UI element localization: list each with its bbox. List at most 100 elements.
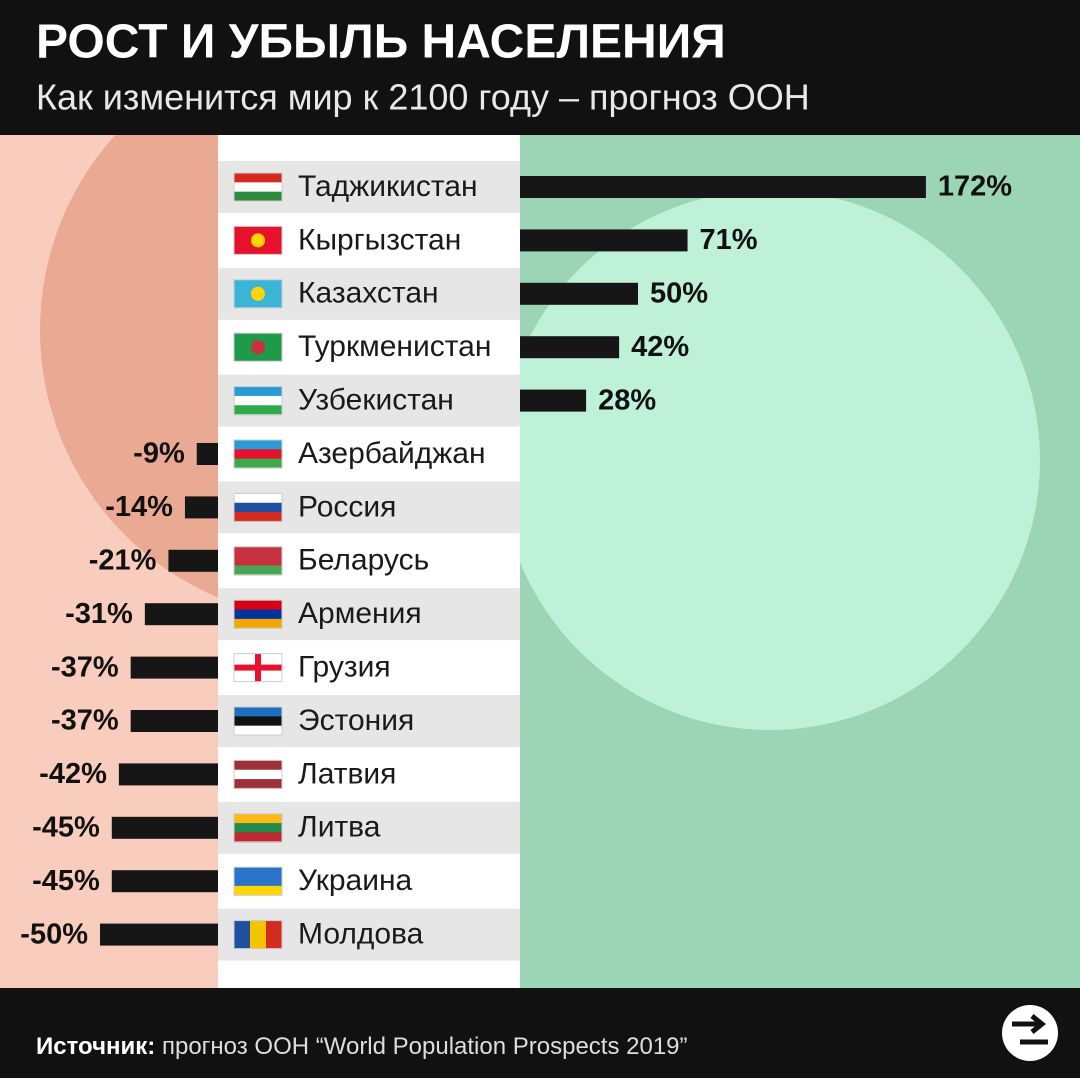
flag-stripe [234, 449, 282, 460]
bar [130, 710, 218, 732]
logo [1002, 1005, 1058, 1061]
category-label: Узбекистан [298, 384, 454, 417]
flag-stripe [234, 716, 282, 727]
flag-stripe [234, 725, 282, 736]
bar [520, 282, 638, 305]
flag-stripe [234, 458, 282, 469]
flag-stripe [234, 609, 282, 620]
flag-stripe [234, 173, 282, 183]
flag-border [233, 813, 283, 843]
value-label: 50% [650, 277, 708, 309]
logo-mark [1012, 1014, 1048, 1045]
flag-stripe [234, 395, 282, 406]
category-label: Эстония [298, 704, 414, 737]
bar [520, 229, 688, 252]
flag-cross [234, 664, 282, 671]
bar [520, 389, 587, 412]
flag-stripe [234, 769, 282, 780]
flag-stripe [234, 546, 282, 557]
category-label: Молдова [298, 918, 424, 951]
flag-stripe [234, 779, 282, 789]
bar [520, 336, 620, 359]
footer-bg [0, 988, 1080, 1078]
category-label: Латвия [298, 757, 396, 790]
source-text: прогноз ООН “World Population Prospects … [162, 1033, 688, 1060]
bar [111, 816, 218, 839]
bar [111, 870, 218, 893]
chart-subtitle: Как изменится мир к 2100 году – прогноз … [36, 77, 810, 118]
flag-border [233, 386, 283, 416]
flag-border [233, 599, 283, 629]
flag-border [233, 332, 283, 362]
flag-stripe [234, 760, 282, 771]
flag-border [233, 653, 283, 683]
value-label: 172% [938, 171, 1012, 203]
right-shape [520, 190, 1040, 730]
category-label: Азербайджан [298, 437, 486, 470]
flag-stripe [234, 832, 282, 843]
flag-border [233, 920, 283, 950]
value-label: -21% [89, 544, 157, 576]
value-label: 42% [631, 331, 689, 363]
value-label: -37% [51, 651, 119, 683]
category-label: Армения [298, 597, 422, 630]
flag-border [233, 546, 283, 576]
category-label: Таджикистан [298, 170, 478, 203]
flag-emblem [251, 286, 265, 301]
source: Источник: прогноз ООН “World Population … [36, 1033, 688, 1060]
bar [118, 763, 218, 786]
flag-stripe [234, 600, 282, 611]
bar [100, 923, 218, 946]
category-label: Беларусь [298, 544, 429, 577]
category-label: Украина [298, 864, 413, 897]
bar [130, 656, 218, 679]
flag-stripe [234, 556, 282, 566]
flag-stripe [234, 493, 282, 504]
flag-stripe [234, 191, 282, 202]
flag-stripe [234, 885, 282, 896]
flag-stripe [234, 512, 282, 522]
value-label: -50% [20, 918, 88, 950]
bar [520, 176, 926, 198]
flag-emblem [251, 340, 265, 355]
header-bg [0, 0, 1080, 135]
flag-stripe [234, 920, 251, 949]
value-label: 28% [598, 384, 656, 416]
category-label: Кыргызстан [298, 223, 461, 256]
flag-emblem [251, 233, 265, 248]
category-label: Туркменистан [298, 330, 491, 363]
value-label: -9% [133, 438, 185, 470]
bar [168, 549, 218, 572]
value-label: -42% [39, 758, 107, 790]
flag-stripe [234, 565, 282, 576]
flag-stripe [266, 920, 283, 949]
value-label: -45% [32, 811, 100, 843]
category-label: Россия [298, 490, 396, 523]
value-label: -31% [65, 598, 133, 630]
flag-stripe [234, 707, 282, 717]
value-label: -45% [32, 865, 100, 897]
left-shape [40, 135, 218, 598]
flag-border [233, 492, 283, 522]
flag-border [233, 279, 283, 309]
bar [196, 443, 218, 465]
flag-border [233, 172, 283, 202]
flag-stripe [234, 440, 282, 450]
flag-border [233, 759, 283, 789]
flag-stripe [250, 920, 267, 949]
source-label: Источник: [36, 1033, 155, 1060]
flag-border [233, 706, 283, 736]
category-label: Казахстан [298, 277, 439, 310]
flag-stripe [234, 618, 282, 629]
flag-stripe [234, 813, 282, 824]
flag-stripe [234, 182, 282, 193]
flag-stripe [234, 386, 282, 397]
bar [184, 496, 218, 519]
flag-stripe [234, 876, 282, 887]
flag-stripe [234, 867, 282, 878]
value-label: -14% [105, 491, 173, 523]
flag-border [233, 225, 283, 255]
flag-border [233, 439, 283, 469]
category-label: Грузия [298, 651, 391, 684]
